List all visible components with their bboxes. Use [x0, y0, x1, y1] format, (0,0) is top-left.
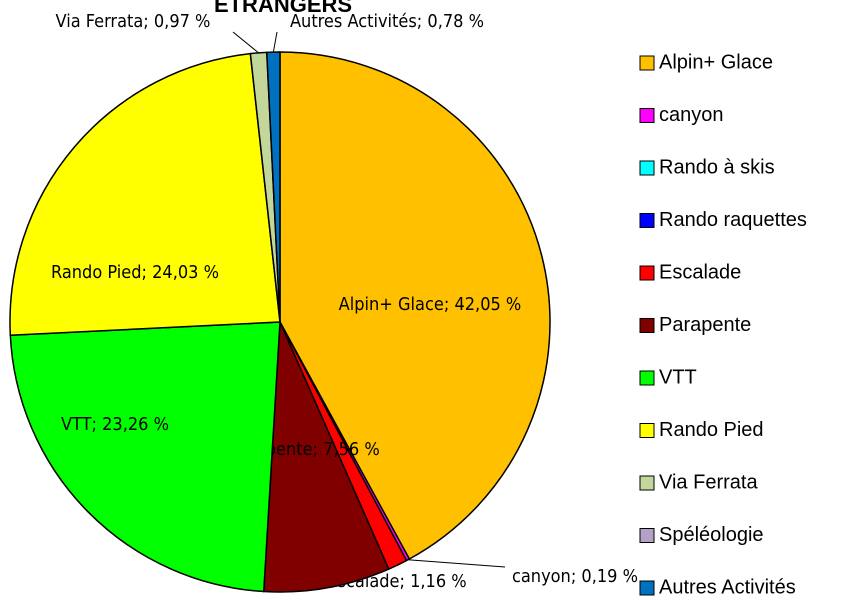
legend-swatch	[639, 580, 655, 596]
data-label: Autres Activités; 0,78 %	[290, 11, 484, 32]
pie-slice	[279, 51, 551, 561]
legend-swatch	[639, 108, 655, 123]
pie-slice	[9, 52, 281, 337]
legend-label: Rando Pied	[659, 419, 764, 441]
legend-label: Via Ferrata	[659, 471, 758, 493]
pie-slice	[9, 321, 281, 593]
legend-swatch	[639, 528, 655, 543]
legend-label: Rando raquettes	[659, 209, 807, 231]
legend-swatch	[639, 160, 655, 176]
data-label: VTT; 23,26 %	[61, 414, 169, 435]
legend-label: Parapente	[659, 314, 751, 336]
legend-label: Rando à skis	[659, 156, 775, 178]
data-label: canyon; 0,19 %	[512, 566, 638, 587]
pie-slice	[262, 321, 390, 593]
legend-swatch	[639, 318, 655, 333]
data-label: Via Ferrata; 0,97 %	[56, 11, 211, 32]
chart-title: ETRANGERS	[214, 0, 352, 17]
legend-swatch	[639, 423, 655, 438]
leader-line	[272, 31, 278, 53]
legend-label: canyon	[659, 104, 724, 126]
legend-swatch	[639, 475, 655, 491]
legend-swatch	[639, 370, 655, 386]
legend-swatch	[639, 55, 655, 71]
legend-label: Spéléologie	[659, 524, 764, 546]
leader-line	[407, 559, 506, 568]
leader-line	[232, 31, 259, 54]
data-label: Alpin+ Glace; 42,05 %	[339, 294, 522, 315]
legend-label: Escalade	[659, 261, 741, 283]
legend-label: Autres Activités	[659, 576, 796, 598]
legend-swatch	[639, 213, 655, 228]
legend-label: Alpin+ Glace	[659, 51, 773, 73]
legend-label: VTT	[659, 366, 697, 388]
data-label: Rando Pied; 24,03 %	[51, 262, 219, 283]
legend-swatch	[639, 265, 655, 281]
